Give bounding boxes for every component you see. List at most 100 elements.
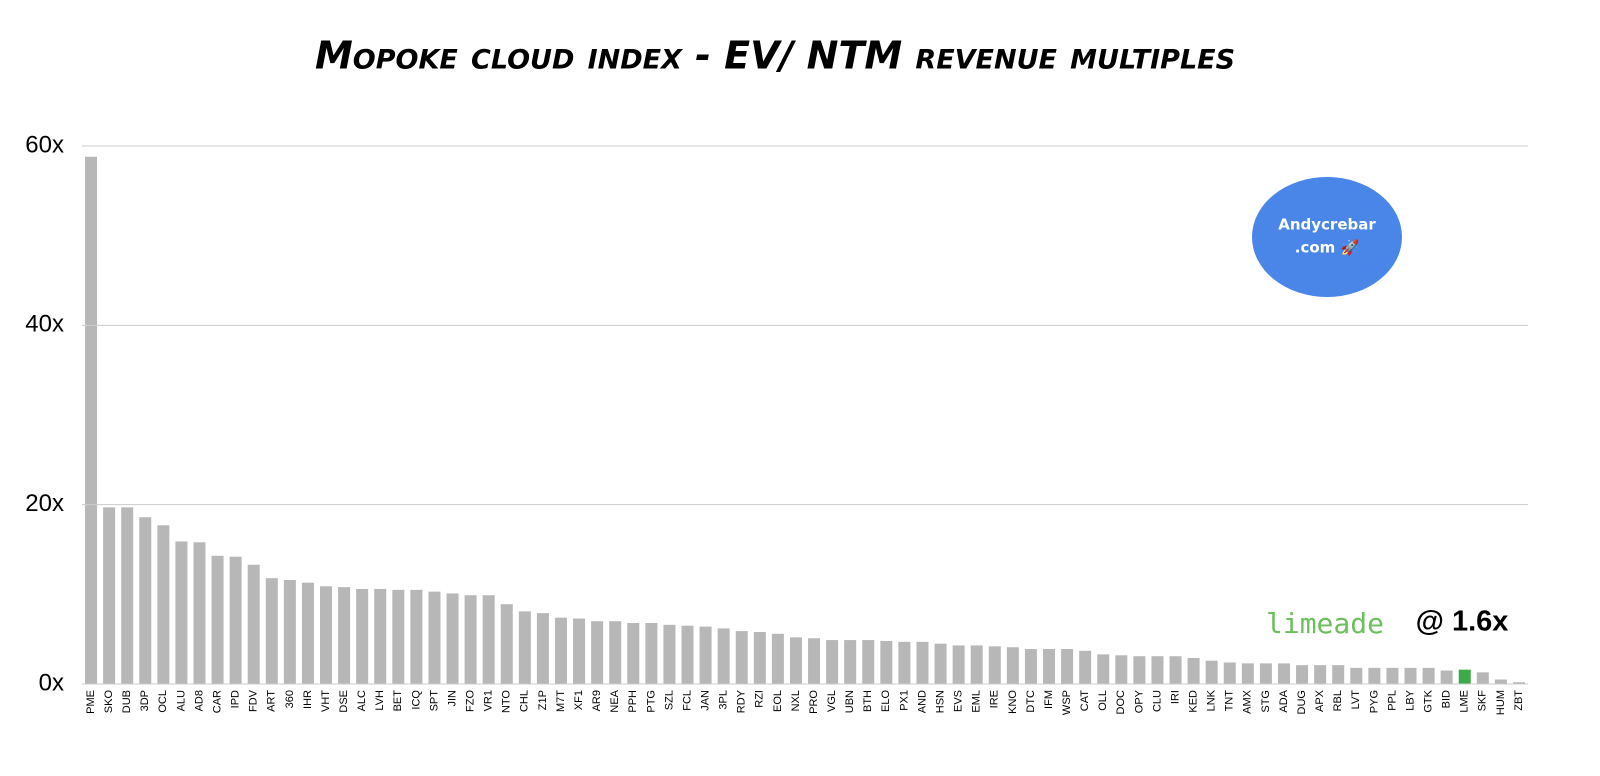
bar [464, 595, 477, 684]
bar [1440, 670, 1453, 684]
x-tick-label: EML [971, 690, 983, 713]
x-tick-label: NTO [501, 690, 513, 713]
chart-title: Mopoke cloud index - EV/ NTM revenue mul… [315, 34, 1235, 78]
bar [85, 156, 98, 684]
bar [952, 645, 965, 684]
bar [1115, 655, 1128, 684]
bar [609, 621, 622, 684]
badge-text: Andycrebar [1278, 216, 1376, 234]
bar [247, 564, 260, 684]
bar [916, 641, 929, 684]
bar [338, 587, 351, 684]
x-tick-label: ALU [175, 690, 187, 711]
bar [1097, 654, 1110, 684]
bar [735, 631, 748, 684]
bar [1458, 669, 1471, 684]
bar [663, 624, 676, 684]
bar [1061, 649, 1074, 684]
x-tick-label: ADA [1278, 689, 1290, 712]
x-tick-label: OLL [1097, 690, 1109, 711]
x-tick-label: DUB [121, 690, 133, 713]
x-tick-label: PTG [645, 690, 657, 713]
bar [1205, 660, 1218, 684]
bar [392, 589, 405, 684]
x-tick-label: UBN [844, 690, 856, 713]
bar [627, 623, 640, 684]
x-tick-label: EOL [772, 690, 784, 712]
x-tick-label: SPT [428, 690, 440, 712]
bar [826, 640, 839, 684]
x-tick-label: PX1 [898, 690, 910, 711]
x-tick-label: DSE [338, 690, 350, 713]
bar [717, 628, 730, 684]
x-tick-label: OCL [157, 690, 169, 713]
x-tick-label: DTC [1025, 690, 1037, 713]
x-tick-label: JIN [446, 690, 458, 707]
x-tick-label: APX [1314, 689, 1326, 712]
x-tick-label: PPL [1386, 690, 1398, 711]
x-tick-label: PYG [1368, 690, 1380, 713]
x-tick-label: OPY [1133, 689, 1145, 713]
x-tick-label: AMX [1242, 689, 1254, 714]
bar [808, 638, 821, 684]
badge-text: .com 🚀 [1295, 239, 1360, 257]
x-tick-label: DOC [1115, 690, 1127, 715]
bar [518, 611, 531, 684]
bar [880, 640, 893, 684]
x-tick-label: FZO [465, 690, 477, 712]
x-tick-label: NXL [790, 690, 802, 711]
x-tick-label: VGL [826, 690, 838, 712]
x-tick-label: TNT [1224, 690, 1236, 712]
x-tick-label: ICQ [410, 690, 422, 710]
bar [320, 586, 333, 684]
x-tick-label: SKO [103, 690, 115, 714]
bar [844, 640, 857, 684]
bar [175, 541, 188, 684]
bar [1494, 679, 1507, 684]
bar [1043, 649, 1056, 684]
x-tick-label: RZI [754, 690, 766, 708]
bar [1368, 667, 1381, 684]
x-tick-label: ZBT [1513, 690, 1525, 711]
x-tick-label: STG [1260, 690, 1272, 713]
bar [1296, 665, 1309, 684]
bar [374, 588, 387, 684]
x-tick-label: 3PL [718, 690, 730, 710]
x-tick-label: VR1 [483, 690, 495, 711]
x-tick-label: JAN [699, 690, 711, 711]
x-tick-label: IRI [1169, 690, 1181, 704]
bar [789, 637, 802, 684]
x-tick-label: KNO [1007, 690, 1019, 714]
bar [862, 640, 875, 684]
y-tick-label: 40x [25, 311, 64, 338]
bar [1350, 667, 1363, 684]
x-tick-label: DUG [1296, 690, 1308, 714]
bar [554, 617, 567, 684]
x-tick-label: HSN [934, 690, 946, 713]
x-tick-label: IFM [1043, 690, 1055, 709]
x-tick-label: BID [1441, 690, 1453, 708]
x-tick-label: AND [916, 690, 928, 713]
annotation: @ 1.6x [1416, 606, 1509, 638]
bar [103, 507, 116, 684]
x-tick-label: KED [1188, 690, 1200, 713]
bar [356, 588, 369, 684]
x-tick-label: AD8 [193, 690, 205, 711]
bar [898, 641, 911, 684]
x-tick-label: ART [266, 690, 278, 712]
x-tick-label: BTH [862, 690, 874, 712]
x-tick-label: RDY [736, 689, 748, 713]
bar [1314, 665, 1327, 684]
x-tick-label: CHL [519, 690, 531, 712]
bar [193, 542, 206, 684]
x-tick-label: CAR [211, 690, 223, 713]
bar [1079, 650, 1092, 684]
bar [410, 589, 423, 684]
bar [1006, 647, 1019, 684]
bar [446, 593, 459, 684]
x-tick-label: GTK [1422, 689, 1434, 712]
bar [428, 591, 441, 684]
bar [1386, 667, 1399, 684]
bar [1422, 667, 1435, 684]
